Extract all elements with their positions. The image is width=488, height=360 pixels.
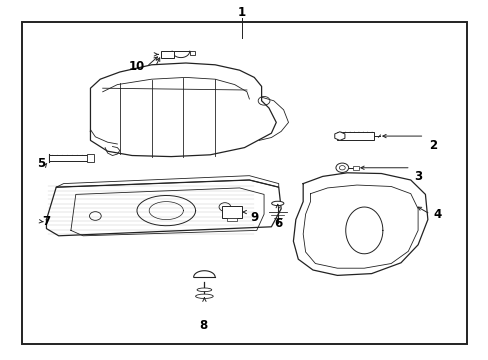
- Bar: [352, 166, 358, 170]
- Text: 9: 9: [250, 211, 258, 224]
- Text: 2: 2: [428, 139, 436, 152]
- Bar: [49, 155, 88, 161]
- Ellipse shape: [197, 288, 211, 292]
- Ellipse shape: [271, 201, 283, 206]
- Text: 3: 3: [413, 170, 421, 183]
- Bar: [222, 206, 242, 218]
- Bar: [87, 154, 94, 162]
- Bar: [189, 51, 194, 55]
- Text: 1: 1: [238, 6, 245, 19]
- Ellipse shape: [195, 294, 213, 298]
- Bar: [161, 51, 173, 58]
- Text: 6: 6: [274, 217, 282, 230]
- Text: 8: 8: [199, 319, 206, 332]
- Text: 5: 5: [38, 157, 45, 170]
- Bar: [227, 218, 237, 221]
- Text: 10: 10: [128, 60, 145, 73]
- Bar: [22, 22, 466, 344]
- Text: 4: 4: [433, 208, 441, 221]
- Bar: [337, 132, 373, 140]
- Text: 7: 7: [42, 215, 50, 228]
